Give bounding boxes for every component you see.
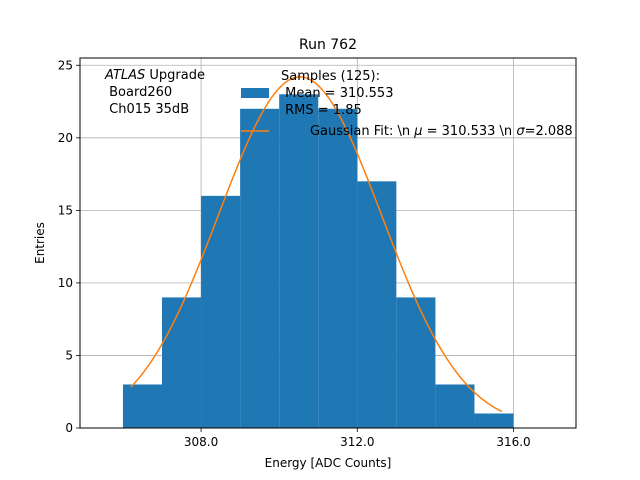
legend-samples-title: Samples (125): <box>281 69 380 84</box>
y-tick-label: 25 <box>58 58 73 72</box>
x-axis-ticks: 308.0 312.0 316.0 <box>184 428 531 449</box>
histogram-bar <box>162 297 202 428</box>
svg-text:ATLAS Upgrade: ATLAS Upgrade <box>104 68 205 83</box>
legend-fit-sigma-value: =2.088 <box>525 124 573 139</box>
chart-title: Run 762 <box>299 37 357 53</box>
legend-samples-rms: RMS = 1.85 <box>281 103 362 118</box>
y-axis-label: Entries <box>33 222 47 264</box>
legend-fit-label: Gaussian Fit: \n <box>310 124 414 139</box>
annotation-board: Board260 <box>105 85 172 100</box>
annotation-upgrade: Upgrade <box>145 68 205 83</box>
y-tick-label: 0 <box>65 421 73 435</box>
y-tick-label: 5 <box>65 348 73 362</box>
gaussian-fit-line <box>130 76 503 413</box>
x-tick-label: 316.0 <box>496 435 530 449</box>
histogram-bars <box>122 94 514 429</box>
x-axis-label: Energy [ADC Counts] <box>265 456 392 470</box>
plot-frame <box>79 57 577 429</box>
histogram-bar <box>279 94 319 429</box>
legend-fit-sigma: σ <box>516 124 525 139</box>
histogram-bar <box>122 384 163 428</box>
histogram-bar <box>474 413 514 428</box>
y-tick-label: 15 <box>58 203 73 217</box>
histogram-bar <box>357 181 397 428</box>
histogram-bar <box>435 384 475 428</box>
x-tick-label: 308.0 <box>184 435 218 449</box>
y-axis-ticks: 0 5 10 15 20 25 <box>58 58 80 435</box>
histogram-bar <box>201 195 241 428</box>
legend-fit-mean: = 310.533 \n <box>423 124 517 139</box>
y-tick-label: 10 <box>58 276 73 290</box>
legend-fit-mu: μ <box>413 124 422 139</box>
legend-samples-swatch <box>241 88 269 98</box>
histogram-bar <box>240 108 280 429</box>
histogram-bar <box>396 297 436 428</box>
svg-text:Gaussian Fit: \n μ = 310.533 \: Gaussian Fit: \n μ = 310.533 \n σ=2.088 <box>281 124 593 139</box>
y-tick-label: 20 <box>58 131 73 145</box>
annotation-atlas: ATLAS <box>104 68 145 83</box>
atlas-annotation: ATLAS Upgrade Board260 Ch015 35dB <box>104 68 205 117</box>
x-tick-label: 312.0 <box>340 435 374 449</box>
legend: Samples (125): Mean = 310.553 RMS = 1.85… <box>241 69 593 139</box>
legend-samples-mean: Mean = 310.553 <box>281 86 393 101</box>
histogram-bar <box>318 108 358 429</box>
annotation-channel: Ch015 35dB <box>105 102 189 117</box>
